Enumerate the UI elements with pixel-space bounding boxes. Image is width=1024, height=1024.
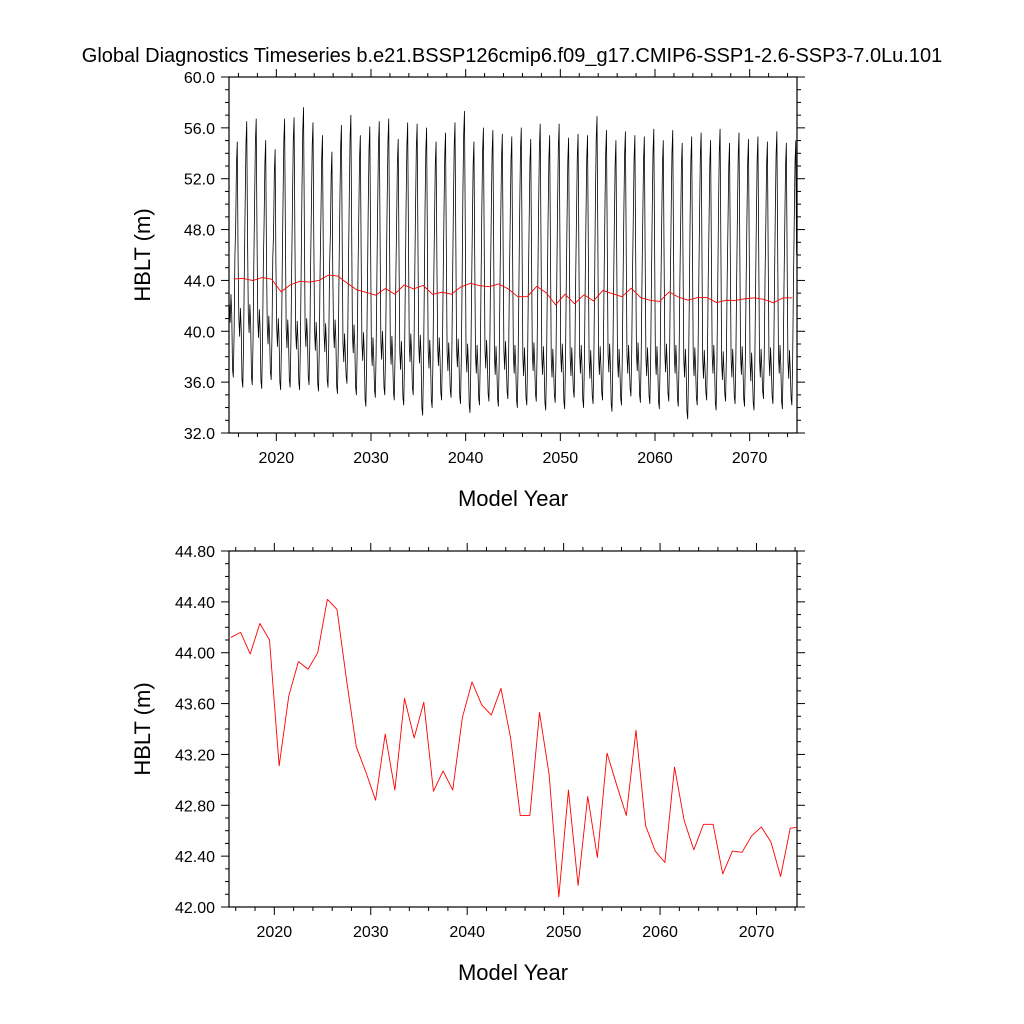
x-tick-label: 2060	[637, 450, 673, 467]
x-tick-label: 2030	[353, 924, 389, 941]
x-tick-label: 2020	[257, 924, 293, 941]
y-tick-label: 48.0	[184, 223, 215, 240]
x-tick-label: 2070	[739, 924, 775, 941]
x-axis-title: Model Year	[458, 960, 568, 985]
x-axis: 2020 2030 2040 2050 2060 2070	[235, 543, 796, 941]
x-tick-label: 2030	[353, 450, 389, 467]
y-tick-label: 56.0	[184, 121, 215, 138]
x-tick-label: 2070	[732, 450, 768, 467]
y-tick-label: 42.80	[175, 798, 215, 815]
x-axis: 2020 2030 2040 2050 2060 2070	[237, 69, 789, 467]
y-tick-label: 42.00	[175, 900, 215, 917]
y-tick-label: 44.40	[175, 595, 215, 612]
y-tick-label: 44.80	[175, 544, 215, 561]
y-tick-label: 32.0	[184, 426, 215, 443]
x-tick-label: 2060	[642, 924, 678, 941]
top-chart-monthly-and-annual-hblt: 32.0 36.0 40.0 44.0 48.0 52.0 56.0 60.0 2020 2030…	[130, 69, 805, 511]
y-tick-label: 60.0	[184, 70, 215, 87]
annual-mean-hblt-line	[230, 598, 797, 898]
y-tick-label: 43.60	[175, 697, 215, 714]
y-axis-title: HBLT (m)	[130, 208, 155, 301]
x-tick-label: 2050	[543, 450, 579, 467]
y-tick-label: 36.0	[184, 375, 215, 392]
y-tick-label: 40.0	[184, 324, 215, 341]
x-axis-title: Model Year	[458, 486, 568, 511]
plot-frame	[228, 550, 798, 908]
y-axis-title: HBLT (m)	[130, 682, 155, 775]
x-tick-label: 2040	[449, 924, 485, 941]
y-tick-label: 42.40	[175, 849, 215, 866]
x-tick-label: 2040	[448, 450, 484, 467]
y-axis: 42.00 42.40 42.80 43.20 43.60 44.00 44.40 44.80	[175, 544, 805, 917]
x-tick-label: 2020	[259, 450, 295, 467]
monthly-hblt-line	[229, 107, 797, 420]
bottom-chart-annual-mean-hblt: 42.00 42.40 42.80 43.20 43.60 44.00 44.40 44.80…	[130, 543, 805, 985]
y-tick-label: 44.0	[184, 273, 215, 290]
annual-mean-hblt-line	[233, 274, 793, 306]
y-tick-label: 43.20	[175, 747, 215, 764]
y-tick-label: 52.0	[184, 172, 215, 189]
x-tick-label: 2050	[546, 924, 582, 941]
y-tick-label: 44.00	[175, 646, 215, 663]
y-axis: 32.0 36.0 40.0 44.0 48.0 52.0 56.0 60.0	[184, 70, 805, 443]
figure-title: Global Diagnostics Timeseries b.e21.BSSP…	[82, 45, 942, 67]
